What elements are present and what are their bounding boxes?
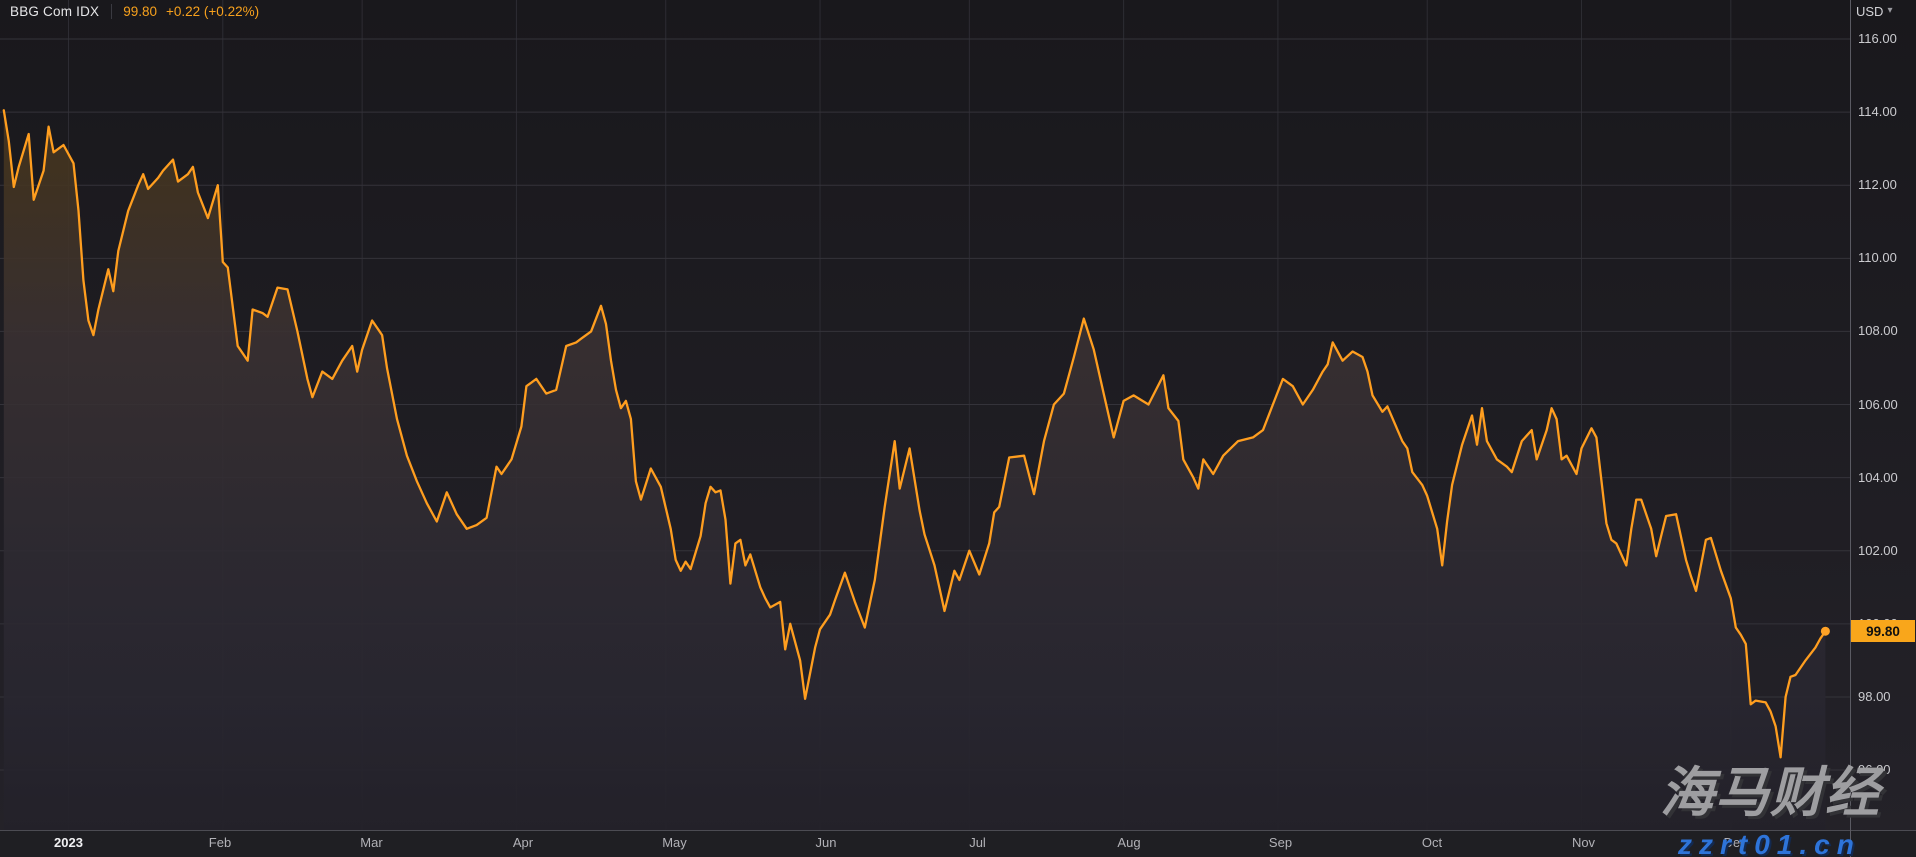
last-price-dot: [1820, 626, 1830, 636]
x-tick-label-month: Sep: [1268, 835, 1293, 850]
y-tick-label: 112.00: [1858, 177, 1897, 193]
chevron-down-icon: ▾: [1887, 5, 1893, 16]
x-tick-label-month: Dec: [1723, 835, 1747, 850]
header-divider: [111, 3, 113, 19]
x-tick-label-month: Jul: [969, 835, 986, 850]
x-tick-label-month: Nov: [1571, 835, 1596, 850]
x-tick-label-month: Oct: [1421, 835, 1443, 850]
x-tick-label-month: Feb: [208, 835, 232, 850]
price-area-fill: [3, 110, 1826, 831]
price-change-text: +0.22 (+0.22%): [166, 3, 260, 19]
x-tick-label-month: May: [662, 835, 687, 850]
currency-label: USD: [1856, 3, 1884, 19]
x-tick-label-month: Aug: [1117, 835, 1141, 850]
x-tick-label-month: Apr: [512, 835, 534, 850]
y-tick-label: 110.00: [1858, 250, 1897, 266]
y-tick-label: 104.00: [1858, 469, 1898, 485]
ticker-label: BBG Com IDX: [10, 3, 100, 19]
y-tick-label: 102.00: [1858, 542, 1898, 558]
currency-selector[interactable]: USD ▾: [1856, 2, 1892, 20]
y-tick-label: 98.00: [1858, 688, 1891, 704]
x-tick-label-month: Mar: [360, 835, 383, 850]
chart-header: BBG Com IDX 99.80 +0.22 (+0.22%): [10, 0, 259, 22]
price-line: [2, 109, 1827, 759]
last-price-badge: 99.80: [1851, 620, 1915, 643]
y-tick-label: 116.00: [1858, 31, 1897, 46]
y-tick-label: 96.00: [1858, 762, 1891, 778]
y-tick-label: 106.00: [1858, 396, 1898, 412]
x-tick-label-month: Jun: [815, 835, 837, 850]
y-tick-label: 114.00: [1858, 104, 1897, 120]
date-axis-bar[interactable]: [0, 830, 1916, 857]
y-tick-label: 108.00: [1858, 323, 1898, 339]
last-price-text: 99.80: [123, 3, 158, 19]
x-tick-label-year: 2023: [54, 835, 83, 850]
axis-panel-divider: [1850, 0, 1851, 857]
